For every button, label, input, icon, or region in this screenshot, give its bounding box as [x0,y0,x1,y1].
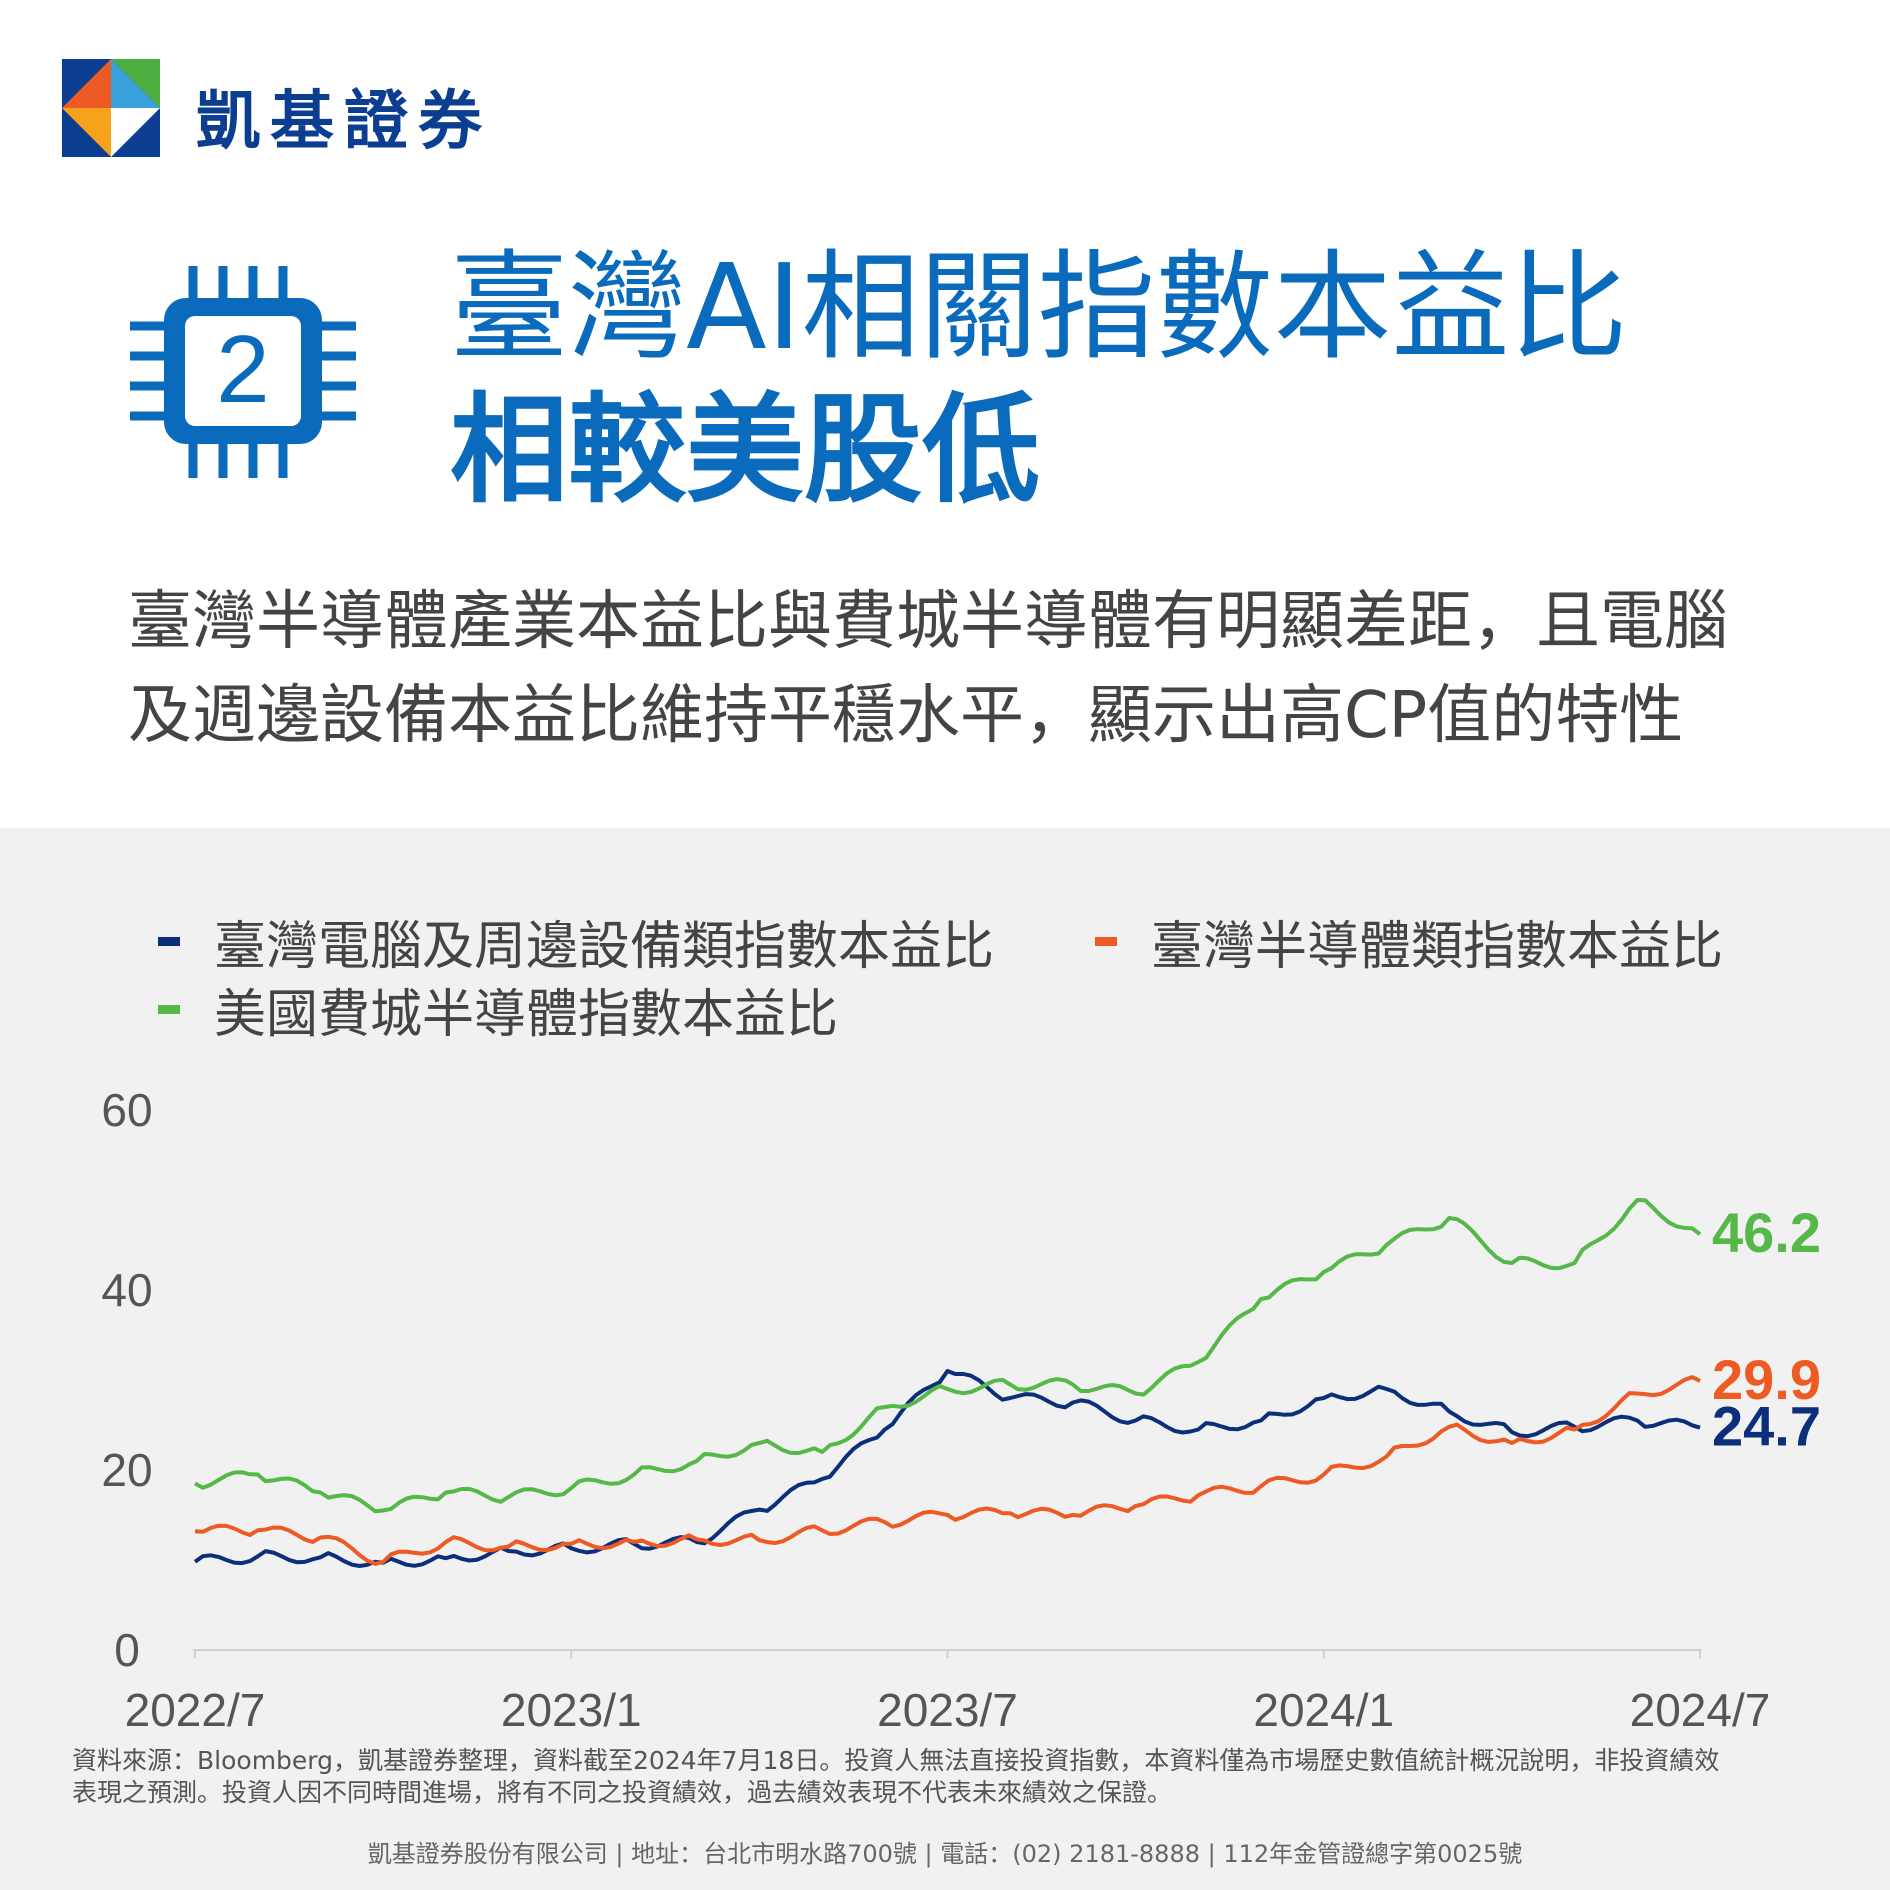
legend-swatch-orange [1095,937,1117,946]
x-tick-label: 2024/1 [1253,1684,1394,1730]
title-line-1: 臺灣AI相關指數本益比 [450,238,1628,376]
y-tick-label: 20 [101,1444,152,1496]
legend-label-tw-semi: 臺灣半導體類指數本益比 [1151,917,1724,977]
description-line-1: 臺灣半導體產業本益比與費城半導體有明顯差距，且電腦 [128,585,1728,659]
x-tick-label: 2022/7 [125,1684,266,1730]
series-line [194,1198,1702,1514]
brand-logo [62,59,160,157]
legend-item-computer: 臺灣電腦及周邊設備類指數本益比 [158,904,994,979]
y-tick-label: 60 [101,1084,152,1136]
chip-icon: 2 [130,266,356,478]
title-line-2: 相較美股低 [450,381,1041,519]
x-tick-label: 2023/1 [501,1684,642,1730]
description-line-2: 及週邊設備本益比維持平穩水平，顯示出高CP值的特性 [128,679,1684,753]
series-line [194,1375,1701,1566]
footer-company-info: 凱基證券股份有限公司 | 地址：台北市明水路700號 | 電話：(02) 218… [367,1840,1523,1868]
x-tick-label: 2023/7 [877,1684,1018,1730]
legend-swatch-green [158,1005,180,1014]
badge-number: 2 [216,316,269,423]
chart-panel [0,828,1890,1890]
y-tick-label: 40 [101,1264,152,1316]
series-line [193,1369,1701,1568]
x-tick-label: 2024/7 [1630,1684,1771,1730]
legend-label-computer: 臺灣電腦及周邊設備類指數本益比 [214,917,995,977]
series-end-label: 24.7 [1712,1395,1821,1458]
description: 臺灣半導體產業本益比與費城半導體有明顯差距，且電腦 及週邊設備本益比維持平穩水平… [128,575,1808,763]
legend-item-sox: 美國費城半導體指數本益比 [158,972,838,1047]
source-note-line-2: 表現之預測。投資人因不同時間進場，將有不同之投資績效，過去績效表現不代表未來績效… [72,1778,1173,1807]
series-end-label: 46.2 [1712,1201,1821,1264]
brand-name: 凱基證券 [196,85,492,159]
source-note: 資料來源：Bloomberg，凱基證券整理，資料截至2024年7月18日。投資人… [72,1745,1832,1809]
series-end-label: 29.9 [1712,1348,1821,1411]
legend-swatch-navy [158,937,180,946]
legend-item-tw-semi: 臺灣半導體類指數本益比 [1095,904,1723,979]
page-title: 臺灣AI相關指數本益比 相較美股低 [450,248,1628,509]
y-tick-label: 0 [114,1624,140,1676]
line-chart: 0 20 40 60 2022/7 2023/1 2023/7 2024/1 2024/7 24.… [101,1084,1821,1730]
legend-label-sox: 美國費城半導體指數本益比 [214,985,839,1045]
source-note-line-1: 資料來源：Bloomberg，凱基證券整理，資料截至2024年7月18日。投資人… [72,1746,1720,1775]
